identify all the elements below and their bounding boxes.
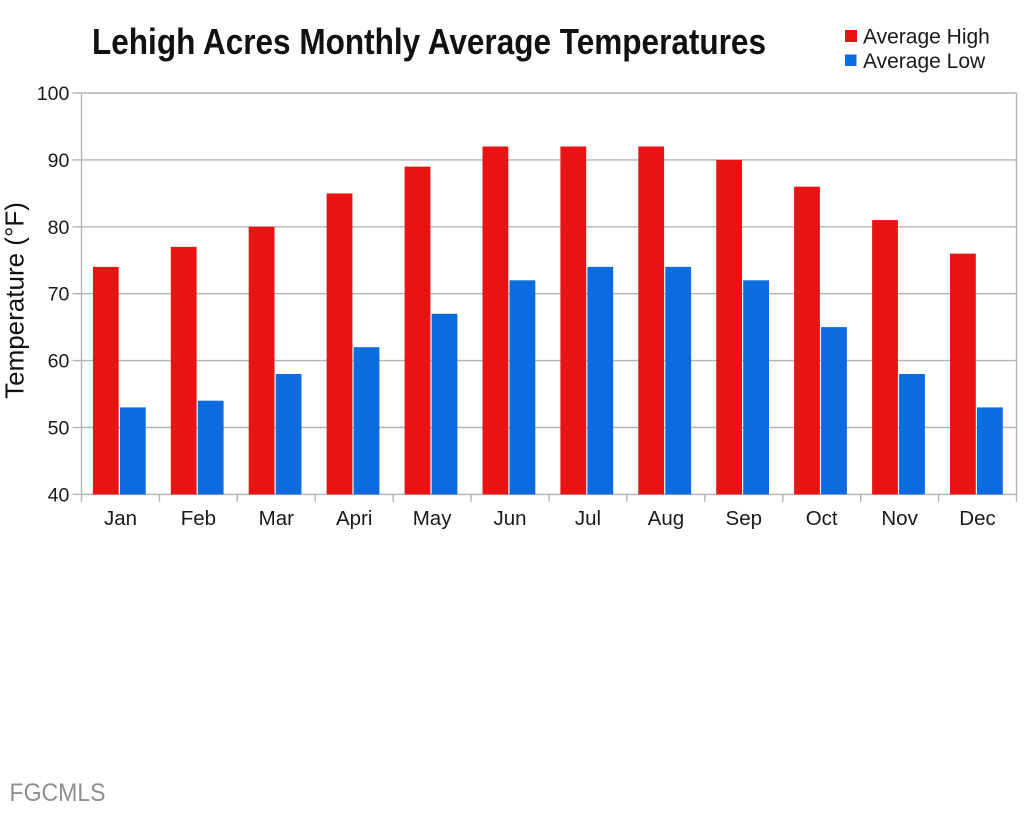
svg-text:Average Low: Average Low <box>863 50 986 73</box>
svg-text:Lehigh Acres Monthly Average T: Lehigh Acres Monthly Average Temperature… <box>92 21 766 62</box>
svg-text:May: May <box>413 507 452 530</box>
svg-text:60: 60 <box>48 351 70 373</box>
svg-text:Dec: Dec <box>959 507 995 530</box>
svg-text:70: 70 <box>48 284 70 306</box>
svg-text:90: 90 <box>48 150 70 172</box>
svg-text:100: 100 <box>37 83 70 105</box>
svg-text:Apri: Apri <box>336 507 372 530</box>
svg-text:Nov: Nov <box>881 507 918 530</box>
svg-text:Mar: Mar <box>259 507 294 530</box>
svg-text:50: 50 <box>48 418 70 440</box>
svg-text:Oct: Oct <box>806 507 838 530</box>
svg-text:Aug: Aug <box>648 507 684 530</box>
svg-text:Feb: Feb <box>181 507 216 530</box>
svg-text:Jul: Jul <box>575 507 601 530</box>
svg-text:Jun: Jun <box>493 507 526 530</box>
svg-text:Sep: Sep <box>726 507 762 530</box>
svg-text:Temperature (°F): Temperature (°F) <box>0 202 30 399</box>
svg-text:Average High: Average High <box>863 26 990 49</box>
svg-text:40: 40 <box>48 484 70 506</box>
svg-text:80: 80 <box>48 217 70 239</box>
svg-text:Jan: Jan <box>104 507 137 530</box>
svg-text:FGCMLS: FGCMLS <box>10 779 106 807</box>
